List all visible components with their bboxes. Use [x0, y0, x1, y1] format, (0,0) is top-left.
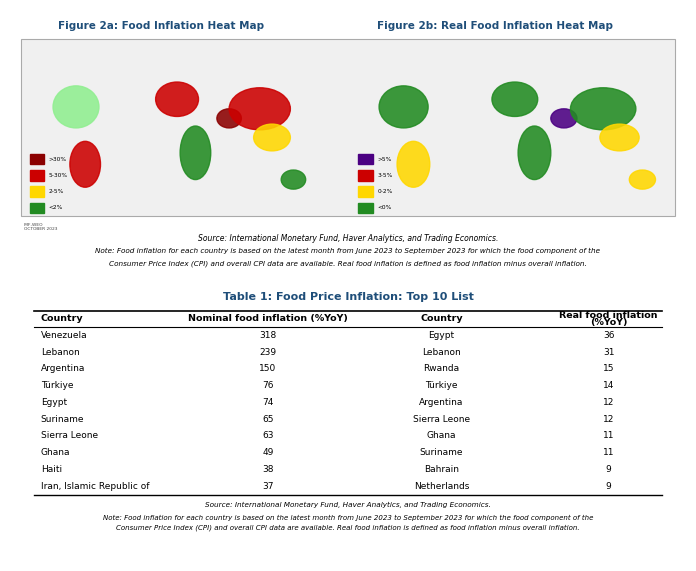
Ellipse shape: [551, 109, 577, 128]
Ellipse shape: [53, 86, 99, 128]
Text: Note: Food inflation for each country is based on the latest month from June 202: Note: Food inflation for each country is…: [103, 515, 593, 521]
Text: 38: 38: [262, 465, 274, 474]
Text: 318: 318: [259, 331, 276, 340]
Ellipse shape: [281, 170, 306, 189]
Text: Sierra Leone: Sierra Leone: [40, 432, 97, 440]
Text: Lebanon: Lebanon: [40, 348, 79, 356]
Ellipse shape: [629, 170, 656, 189]
Text: Egypt: Egypt: [40, 398, 67, 407]
Text: Argentina: Argentina: [420, 398, 464, 407]
Text: 15: 15: [603, 364, 615, 373]
Text: 37: 37: [262, 482, 274, 491]
Text: 63: 63: [262, 432, 274, 440]
Text: Country: Country: [420, 313, 463, 323]
Bar: [30, 170, 44, 180]
Text: Source: International Monetary Fund, Haver Analytics, and Trading Economics.: Source: International Monetary Fund, Hav…: [205, 502, 491, 508]
Text: 36: 36: [603, 331, 615, 340]
Ellipse shape: [492, 82, 538, 116]
Text: Note: Food inflation for each country is based on the latest month from June 202: Note: Food inflation for each country is…: [95, 248, 601, 254]
Bar: [30, 186, 44, 197]
Text: 239: 239: [259, 348, 276, 356]
Text: Ghana: Ghana: [427, 432, 457, 440]
Text: Consumer Price Index (CPI) and overall CPI data are available. Real food inflati: Consumer Price Index (CPI) and overall C…: [109, 260, 587, 267]
Ellipse shape: [571, 88, 636, 130]
Text: Bahrain: Bahrain: [424, 465, 459, 474]
Text: Nominal food inflation (%YoY): Nominal food inflation (%YoY): [188, 313, 348, 323]
Text: 3-5%: 3-5%: [377, 173, 393, 178]
Ellipse shape: [180, 126, 211, 180]
Bar: [358, 154, 372, 164]
Text: >5%: >5%: [377, 156, 392, 162]
Ellipse shape: [70, 141, 100, 187]
Text: Real food inflation: Real food inflation: [560, 311, 658, 320]
Text: 11: 11: [603, 448, 615, 457]
Text: Figure 2b: Real Food Inflation Heat Map: Figure 2b: Real Food Inflation Heat Map: [377, 21, 613, 31]
Text: 11: 11: [603, 432, 615, 440]
Text: 150: 150: [259, 364, 276, 373]
Text: Sierra Leone: Sierra Leone: [413, 415, 470, 424]
Bar: [30, 203, 44, 213]
Text: Türkiye: Türkiye: [40, 381, 73, 390]
Ellipse shape: [518, 126, 551, 180]
Text: 76: 76: [262, 381, 274, 390]
Text: Argentina: Argentina: [40, 364, 85, 373]
Text: Netherlands: Netherlands: [414, 482, 469, 491]
Text: Figure 2a: Food Inflation Heat Map: Figure 2a: Food Inflation Heat Map: [58, 21, 264, 31]
Text: <0%: <0%: [377, 206, 392, 210]
Ellipse shape: [156, 82, 198, 116]
Text: 65: 65: [262, 415, 274, 424]
Text: Source: International Monetary Fund, Haver Analytics, and Trading Economics.: Source: International Monetary Fund, Hav…: [198, 234, 498, 243]
Text: 14: 14: [603, 381, 615, 390]
Text: Consumer Price Index (CPI) and overall CPI data are available. Real food inflati: Consumer Price Index (CPI) and overall C…: [116, 525, 580, 532]
Ellipse shape: [217, 109, 242, 128]
Text: Venezuela: Venezuela: [40, 331, 87, 340]
Text: >30%: >30%: [49, 156, 67, 162]
Ellipse shape: [600, 124, 639, 151]
Text: 31: 31: [603, 348, 615, 356]
Text: Table 1: Food Price Inflation: Top 10 List: Table 1: Food Price Inflation: Top 10 Li…: [223, 292, 473, 303]
Text: Rwanda: Rwanda: [423, 364, 459, 373]
Text: Ghana: Ghana: [40, 448, 70, 457]
Text: 0-2%: 0-2%: [377, 189, 393, 194]
Text: Suriname: Suriname: [40, 415, 84, 424]
Text: 12: 12: [603, 398, 615, 407]
Bar: [30, 154, 44, 164]
Text: IMF-WEO
OCTOBER 2023: IMF-WEO OCTOBER 2023: [24, 223, 58, 231]
Bar: [358, 186, 372, 197]
FancyBboxPatch shape: [21, 39, 675, 216]
Text: Haiti: Haiti: [40, 465, 62, 474]
Ellipse shape: [229, 88, 290, 130]
Bar: [358, 203, 372, 213]
Bar: [358, 170, 372, 180]
Text: Egypt: Egypt: [429, 331, 454, 340]
Text: 9: 9: [606, 482, 612, 491]
Text: Country: Country: [40, 313, 84, 323]
Ellipse shape: [253, 124, 290, 151]
Text: 2-5%: 2-5%: [49, 189, 64, 194]
Ellipse shape: [379, 86, 428, 128]
Text: 12: 12: [603, 415, 615, 424]
Text: (%YoY): (%YoY): [590, 319, 627, 327]
Ellipse shape: [397, 141, 429, 187]
Text: 74: 74: [262, 398, 274, 407]
Text: 5-30%: 5-30%: [49, 173, 68, 178]
Text: Suriname: Suriname: [420, 448, 464, 457]
Text: 49: 49: [262, 448, 274, 457]
Text: Lebanon: Lebanon: [422, 348, 461, 356]
Text: Türkiye: Türkiye: [425, 381, 458, 390]
Text: Iran, Islamic Republic of: Iran, Islamic Republic of: [40, 482, 149, 491]
Text: <2%: <2%: [49, 206, 63, 210]
Text: 9: 9: [606, 465, 612, 474]
